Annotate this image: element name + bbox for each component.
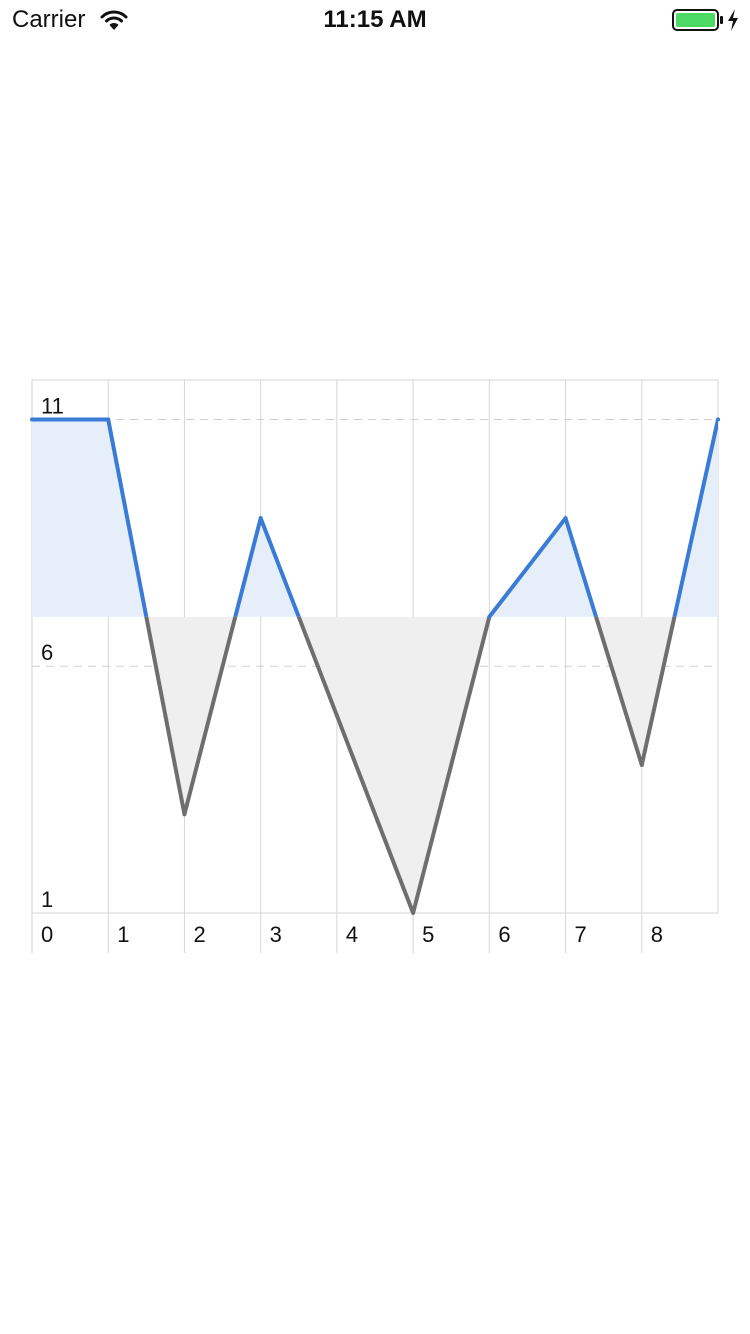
data-point [411,911,416,915]
wifi-icon [100,10,128,30]
y-tick-label: 6 [41,640,53,665]
x-tick-label: 3 [270,922,282,947]
data-point [182,812,187,817]
status-bar: Carrier 11:15 AM [0,0,750,40]
y-tick-label: 11 [41,393,64,418]
x-tick-label: 8 [651,922,663,947]
x-tick-label: 7 [575,922,587,947]
data-point [106,417,111,422]
series-line-below [144,616,677,914]
x-tick-label: 6 [498,922,510,947]
data-point [258,516,263,521]
carrier-label: Carrier [12,6,86,33]
data-point [487,614,492,619]
x-tick-label: 2 [193,922,205,947]
x-tick-label: 5 [422,922,434,947]
area-above-baseline [32,419,718,617]
data-point [639,762,644,767]
chart-lines [30,417,720,915]
x-tick-label: 4 [346,922,358,947]
battery-level [676,13,715,27]
data-point [334,713,339,718]
area-below-baseline [32,616,718,913]
data-point [563,516,568,521]
clock-time: 11:15 AM [323,6,427,33]
x-tick-label: 0 [41,922,53,947]
chart-fill [32,419,718,913]
battery-icon [672,9,723,31]
y-tick-label: 1 [41,887,53,912]
data-point [30,417,34,422]
charging-bolt-icon [728,9,738,31]
chart-labels: 0 1 2 3 4 5 6 7 8 1 6 11 [41,393,663,947]
data-point [716,417,720,422]
x-tick-label: 1 [117,922,129,947]
